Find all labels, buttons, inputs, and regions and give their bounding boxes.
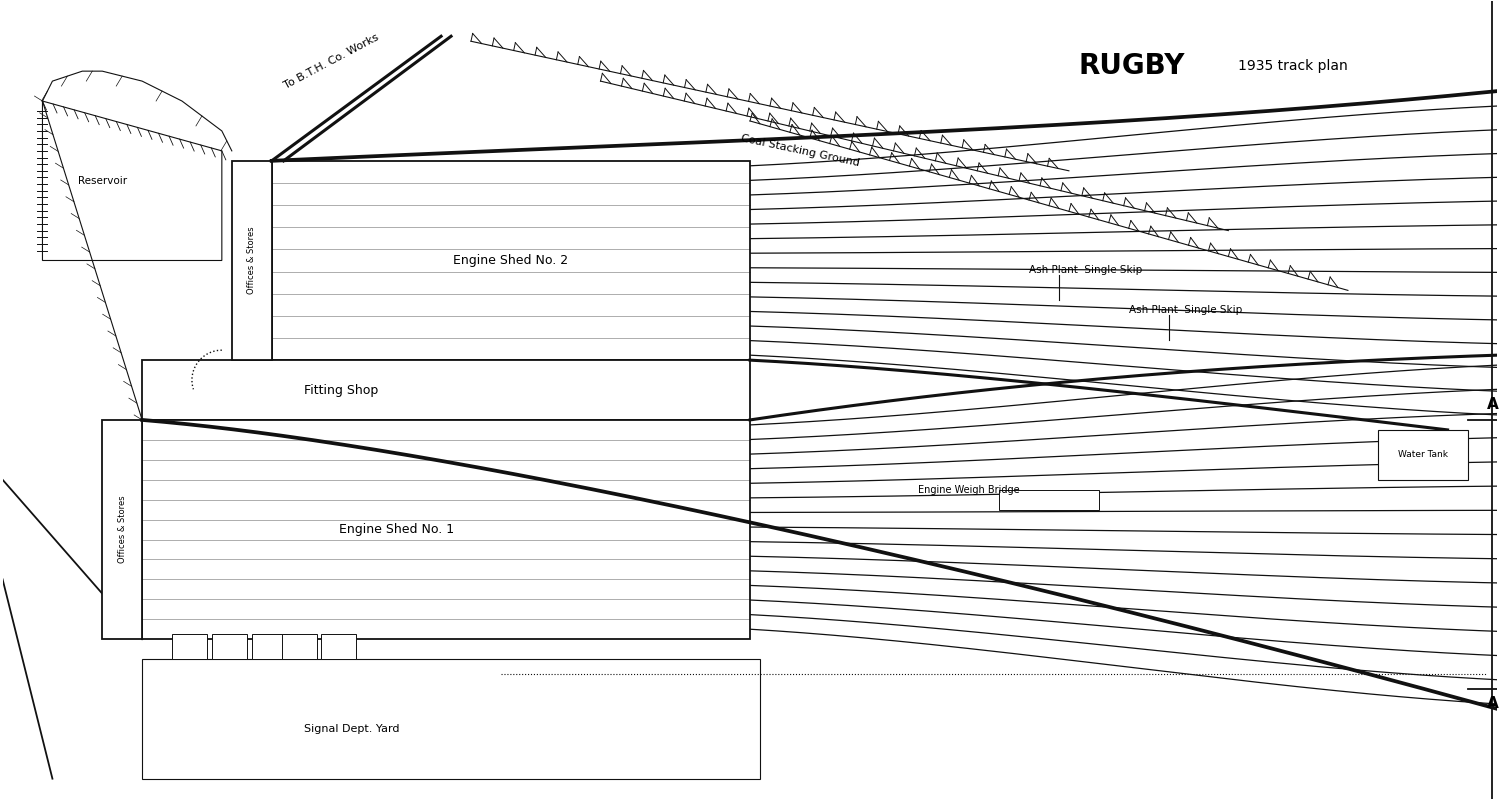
Bar xyxy=(142,360,750,420)
Bar xyxy=(321,634,357,659)
Bar xyxy=(211,634,248,659)
Text: Engine Shed No. 1: Engine Shed No. 1 xyxy=(339,523,454,536)
Text: Water Tank: Water Tank xyxy=(1398,450,1447,459)
Text: Engine Weigh Bridge: Engine Weigh Bridge xyxy=(918,485,1020,494)
Bar xyxy=(282,634,316,659)
Bar xyxy=(172,634,207,659)
Text: Coal Stacking Ground: Coal Stacking Ground xyxy=(740,134,860,168)
Text: A: A xyxy=(1486,398,1498,413)
Text: Reservoir: Reservoir xyxy=(78,176,128,186)
Bar xyxy=(252,634,286,659)
Text: Fitting Shop: Fitting Shop xyxy=(304,383,378,397)
Bar xyxy=(232,161,272,360)
Bar xyxy=(999,490,1100,510)
Text: A: A xyxy=(1486,697,1498,711)
Text: To B.T.H. Co. Works: To B.T.H. Co. Works xyxy=(282,32,381,90)
Bar xyxy=(142,420,750,639)
Bar xyxy=(1378,430,1467,480)
Text: Engine Shed No. 2: Engine Shed No. 2 xyxy=(453,254,568,267)
Text: Ash Plant  Single Skip: Ash Plant Single Skip xyxy=(1029,266,1143,275)
Bar xyxy=(142,659,760,778)
Bar xyxy=(272,161,750,360)
Text: Signal Dept. Yard: Signal Dept. Yard xyxy=(303,724,399,734)
Text: Ash Plant  Single Skip: Ash Plant Single Skip xyxy=(1128,306,1242,315)
Bar xyxy=(102,420,142,639)
Text: 1935 track plan: 1935 track plan xyxy=(1239,59,1348,73)
Polygon shape xyxy=(42,101,222,261)
Text: Offices & Stores: Offices & Stores xyxy=(248,226,256,294)
Text: Offices & Stores: Offices & Stores xyxy=(117,496,126,563)
Text: RUGBY: RUGBY xyxy=(1078,52,1185,80)
